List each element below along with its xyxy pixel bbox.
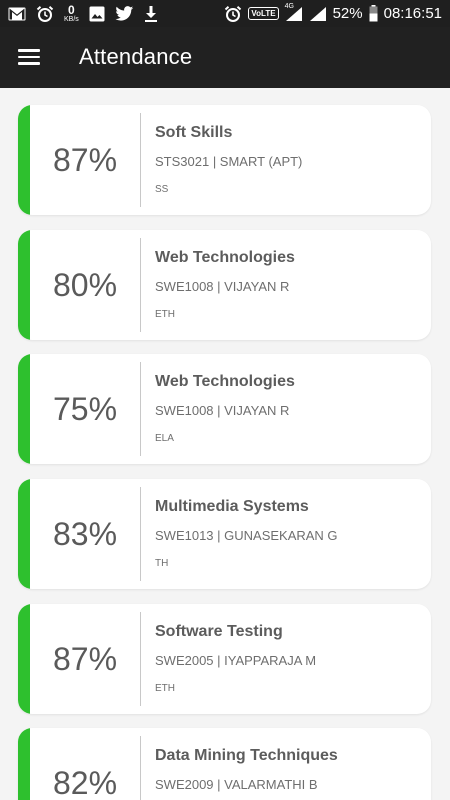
course-type: ETH [155, 683, 175, 694]
attendance-card[interactable]: 83% Multimedia Systems SWE1013 | GUNASEK… [18, 479, 431, 589]
attendance-percent: 80% [52, 266, 118, 303]
course-title: Web Technologies [155, 373, 295, 390]
card-divider [140, 612, 141, 706]
volte-label: VoLTE [248, 7, 279, 20]
network-type-label: 4G [284, 3, 294, 10]
course-type: SS [155, 184, 169, 195]
attendance-card[interactable]: 87% Software Testing SWE2005 | IYAPPARAJ… [18, 604, 431, 714]
course-code-faculty: SWE1008 | VIJAYAN R [155, 279, 290, 294]
attendance-percent: 75% [52, 390, 118, 427]
page-title: Attendance [79, 44, 193, 69]
attendance-list[interactable]: 87% Soft Skills STS3021 | SMART (APT) SS… [0, 88, 450, 800]
attendance-status-bar [18, 105, 30, 215]
course-type: ETH [155, 309, 175, 320]
data-speed-indicator: 0 KB/s [64, 0, 79, 27]
status-bar-notifications: 0 KB/s [8, 0, 158, 27]
attendance-status-bar [18, 604, 30, 714]
course-title: Soft Skills [155, 124, 233, 141]
status-bar-system: VoLTE 4G 52% 08:16:51 [224, 0, 442, 27]
course-code-faculty: SWE1013 | GUNASEKARAN G [155, 528, 338, 543]
attendance-card[interactable]: 87% Soft Skills STS3021 | SMART (APT) SS [18, 105, 431, 215]
status-bar: 0 KB/s VoLTE 4G 52% 08:16:51 [0, 0, 450, 27]
attendance-status-bar [18, 354, 30, 464]
battery-percent: 52% [332, 5, 363, 22]
course-code-faculty: SWE2005 | IYAPPARAJA M [155, 653, 317, 668]
course-title: Multimedia Systems [155, 498, 309, 515]
attendance-percent: 82% [52, 764, 118, 800]
attendance-percent: 87% [52, 640, 118, 677]
attendance-card[interactable]: 82% Data Mining Techniques SWE2009 | VAL… [18, 728, 431, 800]
data-speed-unit: KB/s [64, 16, 79, 23]
course-code-faculty: STS3021 | SMART (APT) [155, 154, 303, 169]
twitter-icon [115, 0, 134, 27]
app-bar: Attendance [0, 27, 450, 88]
volte-badge: VoLTE [248, 0, 279, 27]
gmail-icon [8, 0, 26, 27]
attendance-status-bar [18, 230, 30, 340]
data-speed-value: 0 [68, 3, 75, 17]
signal-icon [309, 0, 327, 27]
attendance-percent: 83% [52, 515, 118, 552]
course-code-faculty: SWE2009 | VALARMATHI B [155, 777, 318, 792]
attendance-card[interactable]: 75% Web Technologies SWE1008 | VIJAYAN R… [18, 354, 431, 464]
course-title: Web Technologies [155, 249, 295, 266]
attendance-percent: 87% [52, 141, 118, 178]
clock: 08:16:51 [383, 5, 442, 22]
course-type: ELA [155, 433, 174, 444]
hamburger-menu-icon[interactable] [18, 45, 42, 69]
card-divider [140, 238, 141, 332]
card-divider [140, 487, 141, 581]
attendance-card[interactable]: 80% Web Technologies SWE1008 | VIJAYAN R… [18, 230, 431, 340]
attendance-status-bar [18, 479, 30, 589]
image-icon [89, 0, 105, 27]
alarm-icon [224, 0, 242, 27]
attendance-status-bar [18, 728, 30, 800]
card-divider [140, 362, 141, 456]
course-type: TH [155, 558, 169, 569]
alarm-icon [36, 0, 54, 27]
card-divider [140, 736, 141, 800]
network-signal-icon: 4G [285, 0, 303, 27]
card-divider [140, 113, 141, 207]
course-title: Software Testing [155, 623, 283, 640]
download-icon [144, 0, 158, 27]
battery-icon [369, 0, 378, 27]
course-code-faculty: SWE1008 | VIJAYAN R [155, 403, 290, 418]
course-title: Data Mining Techniques [155, 747, 338, 764]
